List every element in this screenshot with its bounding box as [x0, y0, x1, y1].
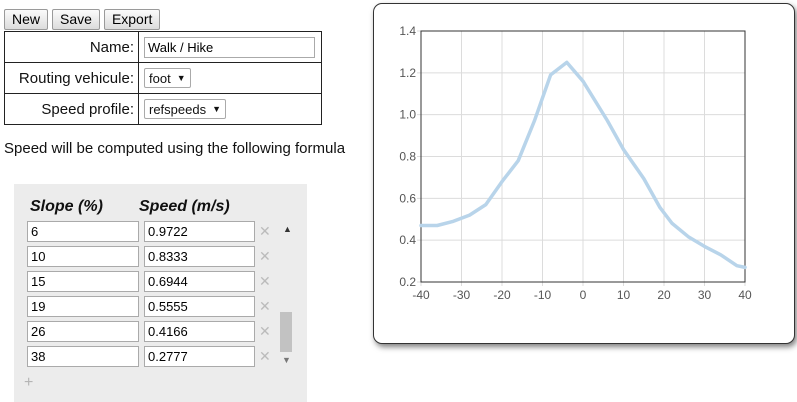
new-button[interactable]: New [4, 9, 49, 30]
toolbar: New Save Export [4, 9, 161, 30]
speed-input[interactable] [144, 246, 255, 267]
y-tick-label: 0.2 [399, 275, 416, 289]
remove-row-icon[interactable]: ✕ [259, 248, 271, 264]
slope-input[interactable] [27, 346, 139, 367]
remove-row-icon[interactable]: ✕ [259, 223, 271, 239]
add-row-icon[interactable]: + [24, 374, 34, 391]
remove-row-icon[interactable]: ✕ [259, 348, 271, 364]
speed-header: Speed (m/s) [139, 198, 230, 215]
scroll-down-arrow-icon[interactable]: ▼ [282, 355, 291, 365]
x-tick-label: -10 [534, 288, 552, 302]
speed-input[interactable] [144, 346, 255, 367]
save-button[interactable]: Save [52, 9, 100, 30]
slope-input[interactable] [27, 271, 139, 292]
slope-input[interactable] [27, 246, 139, 267]
profile-label: Speed profile: [4, 93, 139, 125]
profile-select-value: refspeeds [149, 101, 207, 117]
scroll-up-arrow-icon[interactable]: ▲ [283, 224, 292, 234]
x-tick-label: -40 [412, 288, 430, 302]
y-tick-label: 1.4 [399, 24, 416, 38]
profile-select[interactable]: refspeeds ▼ [144, 99, 227, 119]
y-tick-label: 0.6 [399, 191, 416, 205]
formula-text: Speed will be computed using the followi… [4, 140, 346, 157]
remove-row-icon[interactable]: ✕ [259, 298, 271, 314]
name-input[interactable] [144, 36, 315, 58]
y-tick-label: 1.2 [399, 66, 416, 80]
table-row: ✕ [27, 271, 287, 292]
x-tick-label: 0 [580, 288, 587, 302]
x-tick-label: 10 [617, 288, 631, 302]
profile-form: Name: Routing vehicule: foot ▼ Speed pro… [4, 31, 322, 125]
export-button[interactable]: Export [103, 9, 161, 30]
y-tick-label: 1.0 [399, 108, 416, 122]
slope-input[interactable] [27, 321, 139, 342]
remove-row-icon[interactable]: ✕ [259, 323, 271, 339]
table-row: ✕ [27, 246, 287, 267]
slope-header: Slope (%) [30, 198, 103, 215]
speed-input[interactable] [144, 321, 255, 342]
slope-input[interactable] [27, 296, 139, 317]
table-row: ✕ [27, 321, 287, 342]
speed-table-panel: Slope (%) Speed (m/s) ✕ ✕ ✕ ✕ ✕ ✕ ▲ ▼ + [14, 184, 307, 402]
y-tick-label: 0.4 [399, 233, 416, 247]
x-tick-label: -30 [453, 288, 471, 302]
profile-row: Speed profile: refspeeds ▼ [4, 93, 322, 125]
name-row: Name: [4, 31, 322, 63]
vehicule-label: Routing vehicule: [4, 62, 139, 94]
dropdown-arrow-icon: ▼ [176, 73, 186, 83]
x-tick-label: -20 [493, 288, 511, 302]
speed-chart: -40 -30 -20 -10 0 10 20 30 40 0.2 0.4 0.6 0.8 1.0 1.2 1… [373, 3, 795, 344]
y-tick-label: 0.8 [399, 150, 416, 164]
table-row: ✕ [27, 296, 287, 317]
scrollbar-thumb[interactable] [280, 312, 292, 352]
plot-frame [420, 30, 746, 283]
remove-row-icon[interactable]: ✕ [259, 273, 271, 289]
vehicule-row: Routing vehicule: foot ▼ [4, 62, 322, 94]
speed-input[interactable] [144, 296, 255, 317]
vehicule-select[interactable]: foot ▼ [144, 68, 191, 88]
name-label: Name: [4, 31, 139, 63]
speed-input[interactable] [144, 271, 255, 292]
vehicule-select-value: foot [149, 70, 171, 86]
slope-input[interactable] [27, 221, 139, 242]
x-tick-label: 30 [698, 288, 712, 302]
series-line [419, 60, 747, 270]
x-tick-label: 40 [738, 288, 752, 302]
speed-input[interactable] [144, 221, 255, 242]
dropdown-arrow-icon: ▼ [212, 104, 222, 114]
x-tick-label: 20 [657, 288, 671, 302]
table-row: ✕ [27, 346, 287, 367]
speed-chart-svg: -40 -30 -20 -10 0 10 20 30 40 0.2 0.4 0.6 0.8 1.0 1.2 1… [399, 24, 752, 302]
table-row: ✕ [27, 221, 287, 242]
